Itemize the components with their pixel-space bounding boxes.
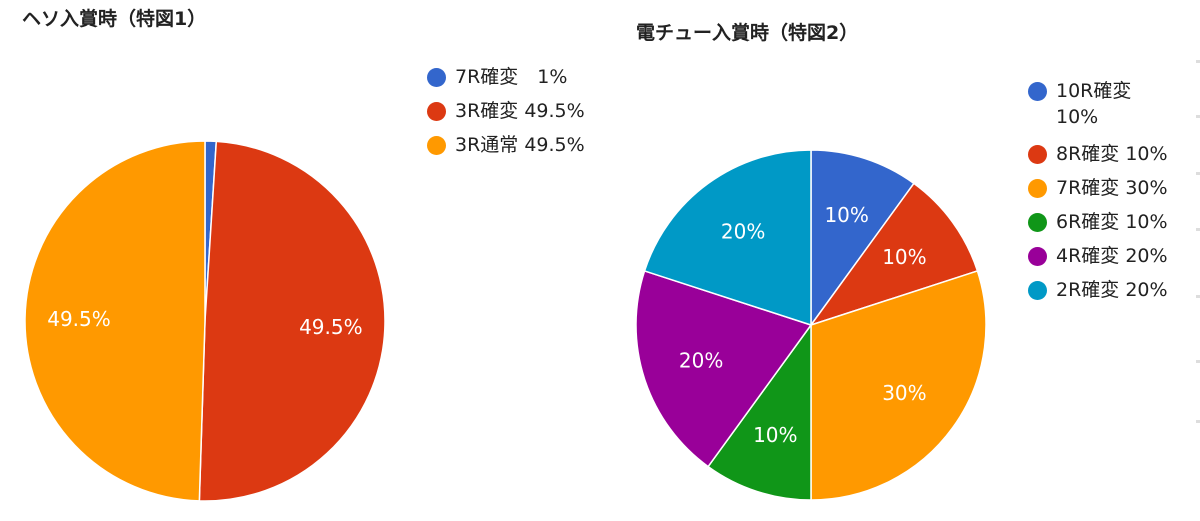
- chart2-legend-item-1: 8R確変 10%: [1028, 143, 1171, 167]
- chart2-legend-swatch-2: [1028, 179, 1047, 198]
- chart1-legend-label-0: 7R確変 1%: [455, 66, 568, 88]
- chart2-legend-label-0: 10R確変 10%: [1056, 80, 1132, 128]
- chart2-legend-swatch-0: [1028, 82, 1047, 101]
- chart1-legend-item-0: 7R確変 1%: [427, 66, 568, 90]
- chart1-legend-label-2: 3R通常 49.5%: [455, 134, 585, 156]
- chart1-legend-item-1: 3R確変 49.5%: [427, 100, 585, 124]
- chart2-legend-item-3: 6R確変 10%: [1028, 211, 1171, 235]
- chart2-slice-label-1: 10%: [882, 245, 926, 269]
- chart2-slice-label-0: 10%: [824, 203, 868, 227]
- chart2-slice-5: [643, 149, 812, 327]
- right-edge-rules: [1196, 0, 1200, 521]
- chart2-legend-swatch-4: [1028, 247, 1047, 266]
- chart2-title: 電チュー入賞時（特図2）: [636, 22, 859, 44]
- chart2-legend-item-2: 7R確変 30%: [1028, 177, 1171, 201]
- chart2-legend-label-5: 2R確変 20%: [1056, 279, 1168, 301]
- chart2-legend-item-0: 10R確変 10%: [1028, 80, 1171, 130]
- chart2-legend-label-1: 8R確変 10%: [1056, 143, 1168, 165]
- chart2-slice-0: [810, 149, 915, 328]
- chart2-slice-label-3: 10%: [753, 423, 797, 447]
- chart2-slice-label-2: 30%: [882, 381, 926, 405]
- chart1-legend-label-1: 3R確変 49.5%: [455, 100, 585, 122]
- chart1-slice-label-2: 49.5%: [47, 307, 111, 331]
- chart1-legend-swatch-0: [427, 68, 446, 87]
- chart1-legend-swatch-2: [427, 136, 446, 155]
- chart2-legend-label-3: 6R確変 10%: [1056, 211, 1168, 233]
- chart1-slice-label-1: 49.5%: [299, 315, 363, 339]
- chart1-legend-item-2: 3R通常 49.5%: [427, 134, 585, 158]
- chart1-legend-swatch-1: [427, 102, 446, 121]
- chart2-slice-2: [810, 269, 987, 501]
- chart1-title: ヘソ入賞時（特図1）: [22, 8, 207, 30]
- chart1-pie: 49.5% 49.5%: [24, 140, 386, 502]
- chart2-slice-label-4: 20%: [679, 349, 723, 373]
- chart2-legend-label-4: 4R確変 20%: [1056, 245, 1168, 267]
- chart2-legend-swatch-3: [1028, 213, 1047, 232]
- chart2-slice-label-5: 20%: [721, 220, 765, 244]
- chart2-legend-swatch-1: [1028, 145, 1047, 164]
- chart1-slice-1: [198, 140, 386, 502]
- chart1-slice-2: [24, 140, 206, 502]
- chart2-slice-4: [635, 269, 813, 468]
- chart2-legend-item-5: 2R確変 20%: [1028, 279, 1171, 303]
- chart2-legend-item-4: 4R確変 20%: [1028, 245, 1171, 269]
- chart2-slice-3: [707, 322, 812, 501]
- chart2-legend-label-2: 7R確変 30%: [1056, 177, 1168, 199]
- chart2-legend-swatch-5: [1028, 281, 1047, 300]
- chart2-slice-1: [809, 182, 979, 327]
